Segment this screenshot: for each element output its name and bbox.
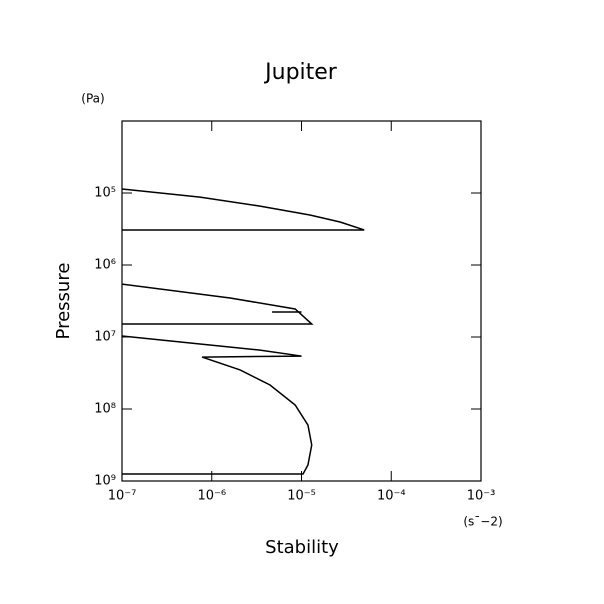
x-tick-label: 10⁻⁷ (108, 489, 137, 504)
x-tick-label: 10⁻⁶ (197, 489, 226, 504)
x-tick-label: 10⁻³ (467, 489, 496, 504)
chart-title: Jupiter (263, 60, 338, 85)
y-tick-label: 10⁹ (94, 474, 116, 489)
y-tick-label: 10⁶ (94, 258, 116, 273)
y-unit: (Pa) (81, 92, 104, 106)
y-tick-label: 10⁷ (94, 330, 116, 345)
x-tick-label: 10⁻⁴ (377, 489, 406, 504)
x-unit: (s¯−2) (463, 515, 502, 529)
y-axis-title: Pressure (53, 263, 74, 340)
data-line (121, 188, 365, 475)
y-tick-label: 10⁸ (94, 402, 116, 417)
y-tick-label: 10⁵ (94, 186, 116, 201)
x-axis-title: Stability (265, 537, 339, 558)
plot-frame (121, 120, 482, 482)
x-tick-label: 10⁻⁵ (287, 489, 316, 504)
